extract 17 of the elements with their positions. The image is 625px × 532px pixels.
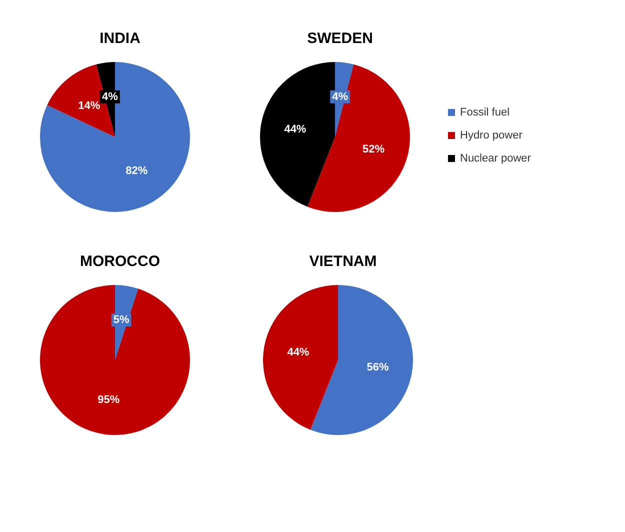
data-label: 82%: [126, 165, 148, 178]
data-label: 14%: [78, 100, 100, 112]
data-label: 44%: [284, 123, 306, 136]
data-label: 5%: [113, 314, 130, 326]
legend-label: Nuclear power: [460, 152, 532, 164]
data-label: 4%: [332, 90, 348, 103]
chart-title: INDIA: [100, 30, 141, 47]
data-label: 56%: [366, 362, 389, 374]
data-label: 52%: [362, 144, 385, 156]
legend-label: Fossil fuel: [460, 106, 510, 118]
chart-title: VIETNAM: [309, 253, 377, 270]
data-label: 44%: [287, 346, 310, 358]
data-label: 95%: [98, 394, 120, 406]
chart-title: SWEDEN: [307, 30, 373, 47]
legend-label: Hydro power: [460, 130, 523, 142]
chart-title: MOROCCO: [80, 253, 160, 270]
data-label: 4%: [102, 90, 118, 103]
